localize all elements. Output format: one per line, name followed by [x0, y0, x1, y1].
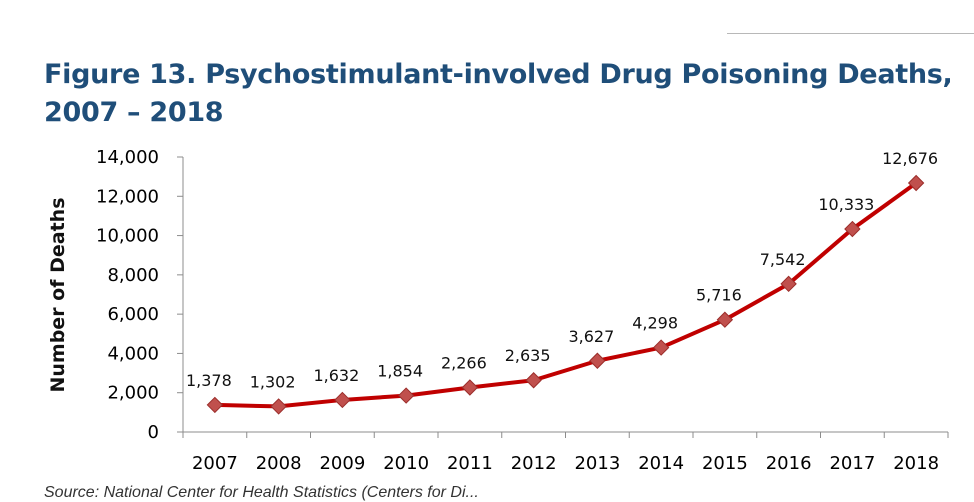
- y-tick-label: 6,000: [107, 304, 159, 325]
- data-point-marker: [780, 275, 797, 293]
- data-label: 2,266: [441, 353, 487, 372]
- data-label: 4,298: [632, 314, 678, 333]
- y-tick-label: 0: [148, 422, 159, 443]
- header-rule: [727, 33, 974, 34]
- x-tick-label: 2018: [893, 453, 939, 474]
- x-tick-label: 2015: [702, 453, 748, 474]
- y-tick-label: 2,000: [107, 383, 159, 404]
- y-tick-label: 14,000: [96, 147, 159, 168]
- data-point-marker: [461, 379, 479, 396]
- x-axis-ticks: 2007 2008 2009 2010 2011 2012 2013 2014 2015 2016…: [182, 432, 949, 474]
- data-label: 12,676: [882, 149, 938, 168]
- data-labels: 1,378 1,302 1,632 1,854 2,266 2,635 3,627 4,298…: [186, 149, 938, 391]
- source-note: Source: National Center for Health Stati…: [44, 484, 479, 501]
- data-point-marker: [716, 311, 734, 328]
- y-axis-ticks: 0 2,000 4,000 6,000 8,000 10,000 12,000 14,000: [96, 147, 183, 443]
- data-label: 2,635: [505, 346, 551, 365]
- chart-title-line-1: Figure 13. Psychostimulant-involved Drug…: [44, 59, 953, 90]
- data-point-marker: [270, 398, 287, 415]
- data-label: 3,627: [568, 327, 614, 346]
- x-tick-label: 2011: [447, 453, 493, 474]
- data-label: 1,632: [313, 366, 359, 385]
- data-point-marker: [589, 352, 606, 369]
- x-tick-label: 2010: [383, 453, 429, 474]
- x-tick-label: 2008: [256, 453, 302, 474]
- x-tick-label: 2012: [511, 453, 557, 474]
- x-tick-label: 2017: [829, 453, 875, 474]
- x-tick-label: 2013: [574, 453, 620, 474]
- data-label: 1,302: [250, 372, 296, 391]
- chart-title-line-2: 2007 – 2018: [44, 97, 224, 128]
- x-tick-label: 2014: [638, 453, 684, 474]
- series-deaths: [206, 174, 925, 415]
- x-tick-label: 2016: [766, 453, 812, 474]
- data-point-marker: [525, 372, 542, 389]
- data-point-marker: [206, 396, 224, 414]
- data-point-marker: [652, 339, 670, 356]
- data-label: 5,716: [696, 286, 742, 305]
- data-label: 1,854: [377, 362, 423, 381]
- x-tick-label: 2007: [192, 453, 238, 474]
- data-point-marker: [907, 174, 925, 192]
- y-tick-label: 4,000: [107, 343, 159, 364]
- y-tick-label: 12,000: [96, 186, 159, 207]
- x-tick-label: 2009: [319, 453, 365, 474]
- y-axis-label: Number of Deaths: [47, 197, 69, 392]
- data-label: 7,542: [760, 250, 806, 269]
- y-tick-label: 10,000: [96, 226, 159, 247]
- series-line: [214, 181, 918, 409]
- data-label: 1,378: [186, 371, 232, 390]
- data-point-marker: [334, 391, 351, 409]
- y-tick-label: 8,000: [107, 265, 159, 286]
- data-point-marker: [397, 387, 415, 404]
- data-label: 10,333: [818, 195, 874, 214]
- data-point-marker: [844, 220, 861, 238]
- chart-title: Figure 13. Psychostimulant-involved Drug…: [44, 56, 964, 132]
